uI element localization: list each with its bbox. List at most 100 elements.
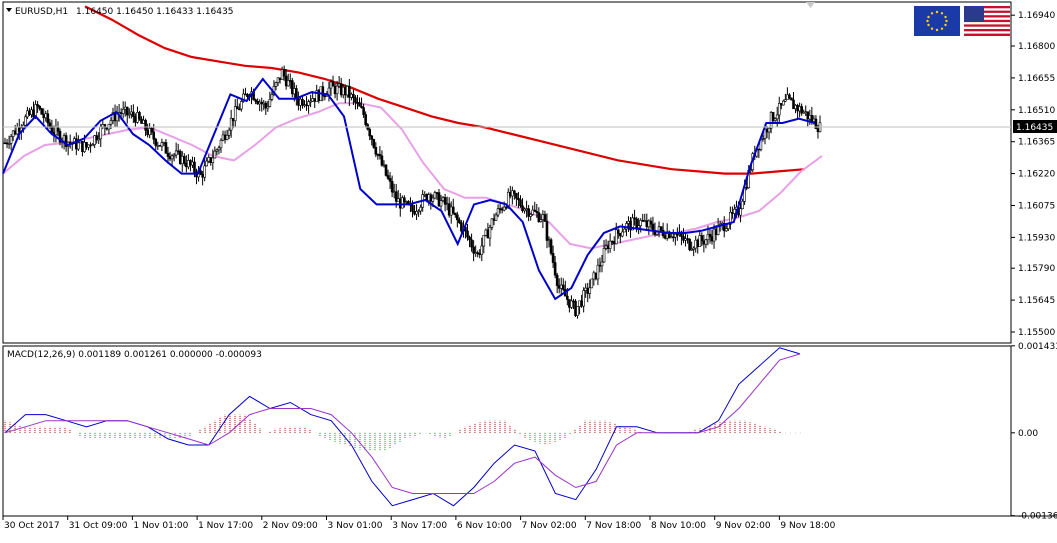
candle-body: [582, 290, 585, 307]
moving-average-slow: [84, 5, 806, 175]
candle-body: [352, 93, 355, 99]
candle-body: [286, 80, 290, 87]
candle-body: [95, 135, 98, 141]
candle-body: [468, 236, 471, 241]
candle-body: [574, 300, 577, 316]
candle-body: [527, 208, 530, 217]
price-tick-label: 1.15930: [1018, 233, 1055, 243]
candle-body: [804, 111, 808, 114]
price-axis[interactable]: 1.16940 1.16800 1.16655 1.16510 1.16365 1.162…: [1011, 11, 1055, 338]
candle-body: [643, 220, 647, 222]
candle-body: [93, 135, 96, 145]
candle-body: [712, 228, 716, 242]
candle-body: [555, 274, 559, 286]
candle-body: [682, 236, 685, 241]
candle-body: [814, 118, 818, 129]
candle-body: [364, 114, 367, 125]
price-tick-label: 1.15500: [1018, 328, 1055, 338]
candle-body: [659, 226, 663, 231]
candle-body: [24, 116, 27, 126]
candle-body: [77, 142, 80, 150]
candle-body: [170, 155, 174, 160]
candle-body: [144, 119, 147, 131]
candle-body: [370, 135, 374, 140]
candle-body: [199, 170, 202, 175]
candle-body: [765, 128, 769, 133]
candle-body: [435, 192, 439, 194]
candle-body: [219, 139, 223, 149]
candle-body: [779, 103, 783, 106]
candle-body: [502, 206, 506, 211]
candle-body: [545, 221, 549, 241]
candle-body: [614, 229, 618, 245]
collapse-icon[interactable]: [6, 8, 12, 12]
candle-body: [140, 118, 143, 124]
candle-body: [5, 142, 9, 145]
candle-body: [578, 300, 581, 307]
candle-body: [240, 101, 243, 110]
candle-body: [800, 106, 803, 114]
candle-body: [164, 142, 168, 154]
time-tick-label: 9 Nov 02:00: [716, 521, 771, 531]
price-tick-label: 1.16655: [1018, 74, 1055, 84]
candle-body: [508, 191, 512, 197]
macd-pane[interactable]: [2, 345, 1012, 517]
candle-body: [191, 161, 194, 166]
candle-body: [299, 98, 302, 106]
candle-body: [378, 154, 382, 157]
price-pane[interactable]: [2, 1, 1012, 344]
candle-body: [280, 69, 284, 80]
candle-body: [211, 157, 215, 163]
candle-body: [89, 144, 92, 147]
candle-body: [451, 206, 455, 214]
candle-body: [254, 99, 257, 102]
candle-body: [217, 147, 221, 151]
candle-body: [633, 217, 636, 220]
candle-body: [225, 135, 229, 140]
candle-body: [427, 194, 431, 201]
candle-body: [775, 114, 779, 120]
candle-body: [148, 128, 151, 136]
candle-body: [494, 214, 498, 221]
candle-body: [160, 142, 164, 147]
candle-body: [125, 106, 129, 116]
candle-body: [288, 80, 292, 82]
candle-body: [150, 128, 153, 133]
candle-body: [105, 127, 109, 130]
candle-body: [458, 219, 461, 224]
candle-body: [808, 115, 812, 120]
candle-body: [739, 208, 742, 216]
candle-body: [631, 217, 634, 231]
candle-body: [600, 261, 604, 267]
candle-body: [671, 236, 675, 239]
shift-marker-icon[interactable]: [806, 2, 815, 8]
candle-body: [757, 148, 761, 151]
candle-body: [453, 212, 457, 216]
candle-body: [38, 105, 41, 109]
ohlc-label: 1.16450 1.16450 1.16433 1.16435: [76, 7, 233, 17]
price-tick-label: 1.16220: [1018, 170, 1055, 180]
candle-body: [136, 112, 139, 123]
candle-body: [543, 214, 547, 222]
candle-body: [547, 239, 551, 242]
candle-body: [276, 77, 280, 83]
candle-body: [802, 111, 806, 114]
candle-body: [290, 80, 294, 95]
candle-body: [745, 186, 748, 189]
candle-body: [417, 210, 420, 213]
time-tick-label: 7 Nov 18:00: [586, 521, 641, 531]
candle-body: [433, 192, 437, 199]
time-axis[interactable]: 30 Oct 2017 31 Oct 09:00 1 Nov 01:00 1 Nov …: [2, 516, 836, 531]
candle-body: [372, 139, 376, 148]
candle-body: [166, 153, 170, 157]
candle-body: [786, 94, 789, 100]
candle-body: [183, 156, 186, 164]
candle-body: [431, 197, 435, 202]
macd-axis[interactable]: 0.001433 0.00 -0.001365: [1011, 342, 1057, 522]
candle-body: [40, 108, 43, 115]
current-price-tag: [1013, 120, 1057, 133]
macd-tick-label: 0.00: [1018, 429, 1038, 439]
candle-body: [172, 154, 176, 157]
